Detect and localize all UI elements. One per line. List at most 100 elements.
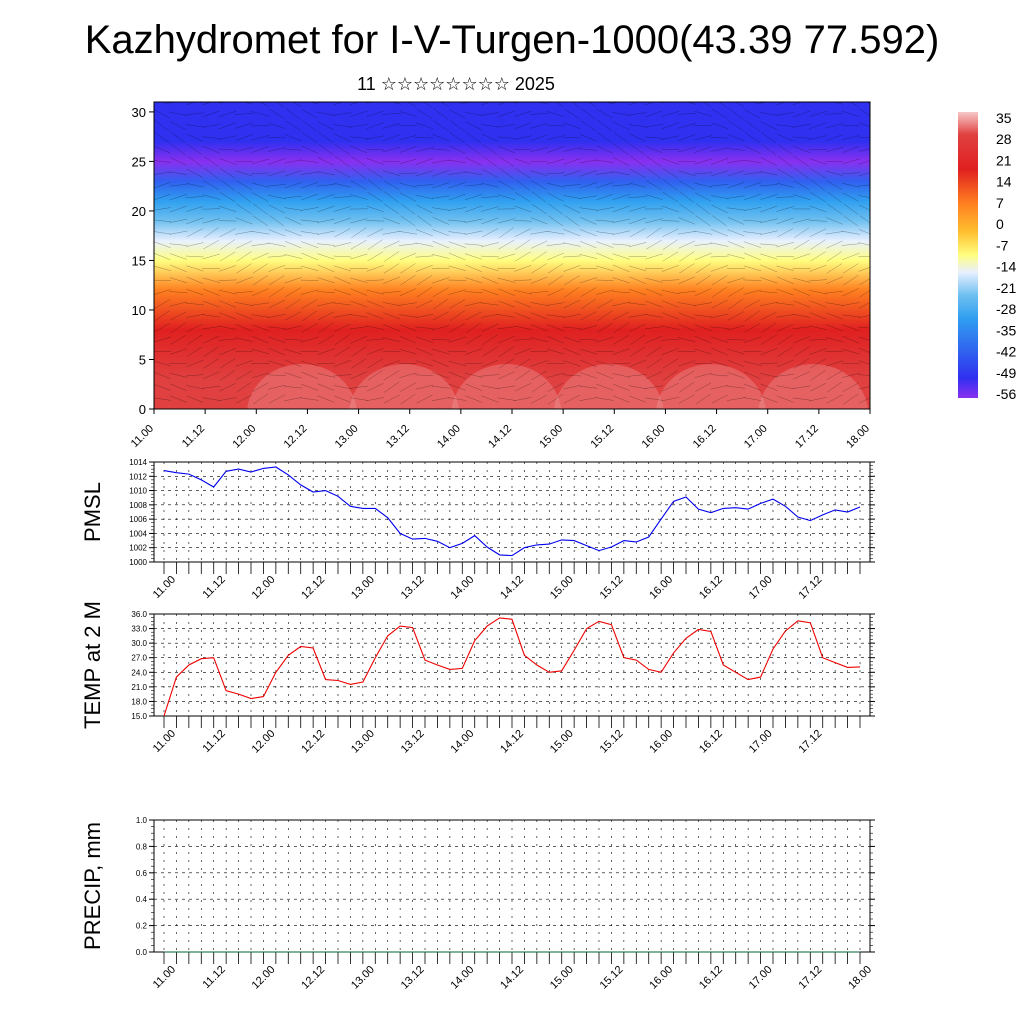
wind-barb — [284, 397, 303, 401]
wind-barb — [219, 358, 236, 369]
wind-barb — [695, 275, 711, 286]
wind-barb — [628, 314, 647, 318]
wind-barb — [284, 148, 303, 151]
colorbar-label: 14 — [996, 174, 1012, 190]
wind-barb — [366, 300, 384, 308]
wind-barb — [366, 122, 384, 129]
wind-barb — [678, 370, 695, 381]
wind-barb — [383, 394, 400, 404]
wind-barb — [514, 383, 531, 392]
wind-barb — [398, 172, 418, 174]
wind-barb — [841, 314, 860, 318]
wind-barb — [579, 254, 598, 259]
wind-barb — [678, 394, 695, 404]
wind-barb — [827, 191, 842, 203]
wind-barb — [794, 167, 809, 179]
wind-barb — [464, 171, 483, 176]
wind-barb — [366, 135, 385, 140]
wind-barb — [679, 251, 695, 262]
wind-barb — [351, 167, 367, 179]
wind-barb — [711, 229, 729, 237]
wind-barb — [546, 314, 565, 318]
wind-barb — [464, 277, 483, 284]
wind-barb — [826, 370, 843, 380]
wind-barb — [300, 219, 319, 222]
wind-barb — [694, 348, 712, 355]
wind-barb — [776, 182, 794, 188]
wind-barb — [793, 146, 811, 153]
wind-barb — [186, 206, 204, 212]
wind-barb — [236, 382, 252, 393]
wind-barb — [498, 288, 515, 296]
wind-barb — [809, 300, 827, 308]
wind-barb — [843, 393, 859, 405]
wind-barb — [399, 372, 417, 378]
wind-barb — [431, 207, 450, 211]
wind-barb — [383, 240, 400, 249]
wind-barb — [809, 348, 827, 355]
wind-barb — [613, 157, 630, 166]
wind-barb — [547, 146, 565, 153]
x-tick-label: 14.12 — [486, 423, 514, 451]
wind-barb — [579, 277, 598, 284]
wind-barb — [448, 252, 466, 261]
wind-barb — [187, 144, 203, 155]
wind-barb — [645, 314, 663, 318]
colorbar-label: 21 — [996, 152, 1012, 168]
wind-barb — [366, 265, 384, 272]
wind-barb — [662, 228, 679, 237]
wind-barb — [301, 383, 319, 391]
wind-barb — [596, 252, 614, 261]
x-tick-label: 16.12 — [697, 728, 725, 756]
wind-barb — [235, 170, 253, 177]
wind-barb — [285, 311, 302, 321]
wind-barb — [596, 289, 614, 295]
wind-barb — [498, 371, 515, 380]
wind-barb — [383, 217, 401, 225]
wind-barb — [284, 216, 302, 225]
wind-barb — [661, 348, 679, 355]
wind-barb — [415, 360, 434, 367]
y-tick-label: 0.2 — [136, 922, 148, 931]
wind-barb — [234, 351, 254, 353]
wind-barb — [546, 158, 565, 165]
wind-barb — [562, 184, 582, 187]
wind-barb — [808, 339, 828, 341]
wind-barb — [858, 229, 870, 235]
wind-barb — [448, 289, 466, 295]
wind-barb — [497, 194, 516, 200]
wind-barb — [810, 370, 826, 381]
wind-barb — [809, 290, 827, 295]
wind-barb — [498, 358, 514, 369]
wind-barb — [448, 219, 467, 222]
wind-barb — [497, 136, 516, 139]
wind-barb — [219, 168, 236, 179]
wind-barb — [268, 347, 286, 356]
wind-barb — [695, 382, 712, 392]
wind-barb — [793, 180, 810, 190]
y-tick-label: 27.0 — [131, 654, 147, 663]
wind-barb — [727, 182, 745, 189]
wind-barb-field — [154, 102, 870, 409]
y-tick-label: 0.6 — [136, 869, 148, 878]
wind-barb — [694, 158, 712, 165]
wind-barb — [710, 170, 729, 177]
wind-barb — [415, 229, 433, 237]
wind-barb — [317, 277, 335, 284]
wind-barb — [399, 243, 417, 246]
wind-barb — [792, 253, 811, 260]
x-tick-label: 13.12 — [384, 423, 412, 451]
wind-barb — [743, 265, 762, 272]
wind-barb — [284, 182, 302, 189]
wind-barb — [842, 382, 859, 392]
wind-barb — [268, 158, 286, 165]
wind-barb — [154, 310, 170, 322]
wind-barb — [678, 360, 696, 367]
wind-barb — [252, 288, 269, 296]
wind-barb — [154, 384, 171, 391]
wind-barb — [267, 195, 286, 200]
wind-barb — [481, 302, 499, 306]
wind-barb — [792, 314, 811, 318]
wind-barb — [744, 310, 760, 322]
x-tick-label: 15.12 — [598, 574, 626, 602]
